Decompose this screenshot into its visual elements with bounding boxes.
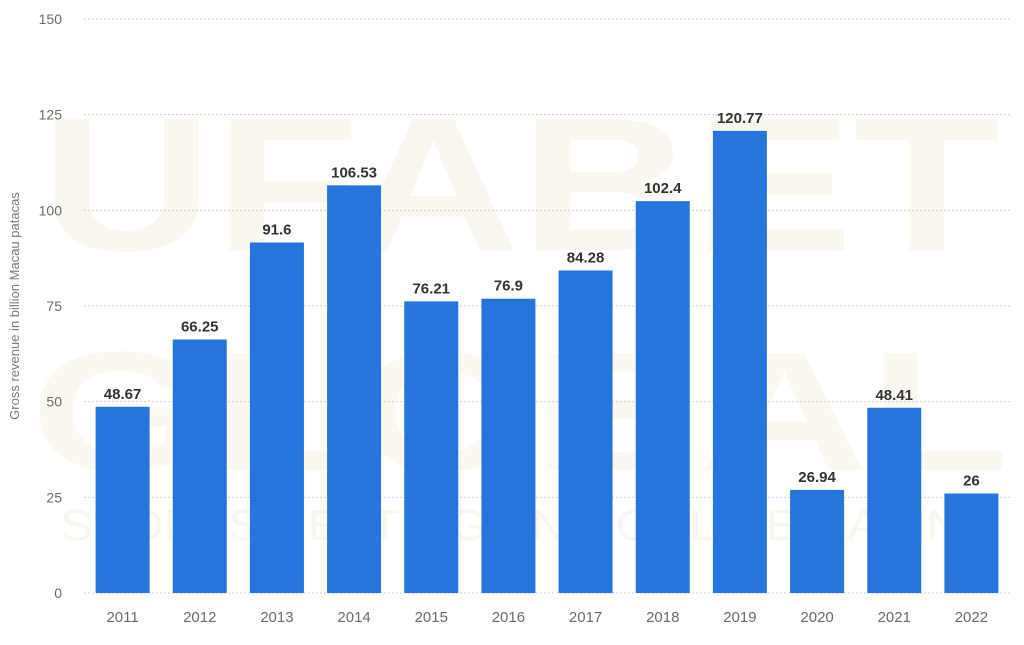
bar-2016[interactable] [481,298,536,593]
x-tick-label: 2015 [415,609,448,626]
bar-2020[interactable] [790,489,845,593]
y-tick-label: 150 [39,11,63,27]
bar-2013[interactable] [249,242,304,593]
y-tick-label: 0 [54,585,62,601]
data-label-2016: 76.9 [494,278,523,295]
bar-2014[interactable] [327,185,382,593]
data-label-2019: 120.77 [717,110,763,127]
bar-2019[interactable] [712,130,767,594]
x-tick-label: 2022 [955,609,988,626]
bar-2012[interactable] [172,339,227,593]
x-tick-label: 2020 [800,609,833,626]
bar-2015[interactable] [404,301,459,593]
y-axis-ticks: 0 25 50 75 100 125 150 [39,11,63,601]
x-tick-label: 2019 [723,609,756,626]
data-label-2014: 106.53 [331,164,377,181]
data-label-2017: 84.28 [567,249,605,266]
x-tick-label: 2016 [492,609,525,626]
data-label-2012: 66.25 [181,318,219,335]
bar-2022[interactable] [944,493,999,593]
data-label-2015: 76.21 [412,280,450,297]
data-label-2018: 102.4 [644,180,682,197]
data-labels: 48.67 66.25 91.6 106.53 76.21 76.9 84.28 102.4 1… [104,110,980,490]
bar-2017[interactable] [558,270,613,593]
bars [95,130,999,594]
x-tick-label: 2013 [260,609,293,626]
data-label-2022: 26 [963,473,980,490]
x-tick-label: 2017 [569,609,602,626]
y-tick-label: 25 [46,489,62,505]
data-label-2020: 26.94 [798,469,836,486]
bar-2011[interactable] [95,406,150,593]
data-label-2011: 48.67 [104,386,142,403]
bar-2021[interactable] [867,407,922,593]
x-tick-label: 2012 [183,609,216,626]
y-tick-label: 125 [39,107,63,123]
x-axis-ticks: 2011 2012 2013 2014 2015 2016 2017 2018 2019 2020… [106,609,988,626]
y-tick-label: 75 [46,298,62,314]
x-tick-label: 2014 [337,609,370,626]
x-tick-label: 2018 [646,609,679,626]
y-tick-label: 100 [39,202,63,218]
data-label-2013: 91.6 [262,221,291,238]
data-label-2021: 48.41 [875,387,913,404]
y-tick-label: 50 [46,394,62,410]
bar-2018[interactable] [635,201,690,593]
x-tick-label: 2011 [106,609,138,626]
y-axis-title: Gross revenue in billion Macau patacas [7,192,22,420]
x-tick-label: 2021 [878,609,911,626]
